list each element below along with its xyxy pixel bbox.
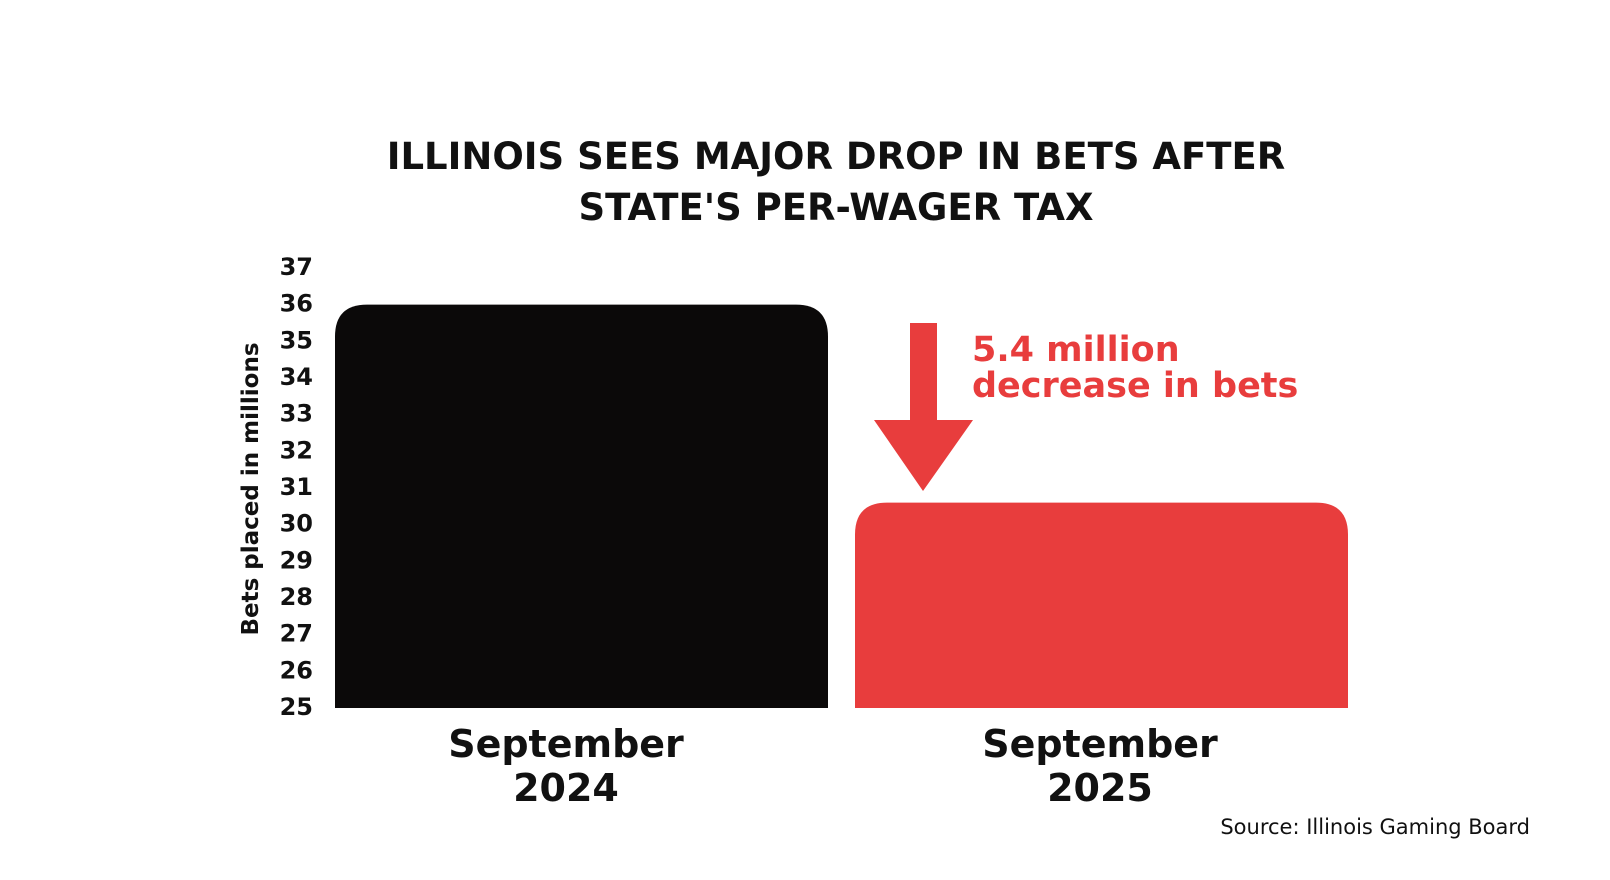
annotation-line-1: 5.4 million: [972, 330, 1180, 370]
y-axis-label: Bets placed in millions: [238, 342, 264, 635]
bar-0: [335, 304, 828, 708]
y-tick-label-32: 32: [280, 436, 313, 464]
y-tick-label-25: 25: [280, 693, 313, 721]
category-label-1-line-1: September: [982, 722, 1218, 766]
y-tick-label-30: 30: [280, 510, 313, 538]
y-tick-label-31: 31: [280, 473, 313, 501]
chart-title-line-1: ILLINOIS SEES MAJOR DROP IN BETS AFTER: [387, 135, 1286, 178]
source-note: Source: Illinois Gaming Board: [1220, 815, 1530, 839]
y-tick-label-28: 28: [280, 583, 313, 611]
y-tick-label-26: 26: [280, 656, 313, 684]
chart-title-line-2: STATE'S PER-WAGER TAX: [578, 186, 1093, 229]
decrease-annotation: 5.4 million decrease in bets: [874, 323, 1298, 491]
y-tick-label-35: 35: [280, 326, 313, 354]
y-tick-label-36: 36: [280, 290, 313, 318]
annotation-line-2: decrease in bets: [972, 366, 1298, 406]
category-label-0-line-2: 2024: [513, 766, 619, 810]
y-tick-label-34: 34: [280, 363, 313, 391]
chart-title: ILLINOIS SEES MAJOR DROP IN BETS AFTER S…: [387, 135, 1286, 229]
y-tick-label-29: 29: [280, 546, 313, 574]
down-arrow-icon: [874, 323, 973, 491]
y-tick-label-37: 37: [280, 253, 313, 281]
y-axis-ticks: 25 26 27 28 29 30 31 32 33 34 35 36 37: [280, 253, 313, 721]
category-label-0-line-1: September: [448, 722, 684, 766]
bar-1: [855, 502, 1348, 708]
category-label-1-line-2: 2025: [1047, 766, 1153, 810]
y-tick-label-33: 33: [280, 400, 313, 428]
bars: [335, 304, 1348, 708]
y-tick-label-27: 27: [280, 620, 313, 648]
x-axis-labels: September 2024 September 2025: [448, 722, 1218, 810]
